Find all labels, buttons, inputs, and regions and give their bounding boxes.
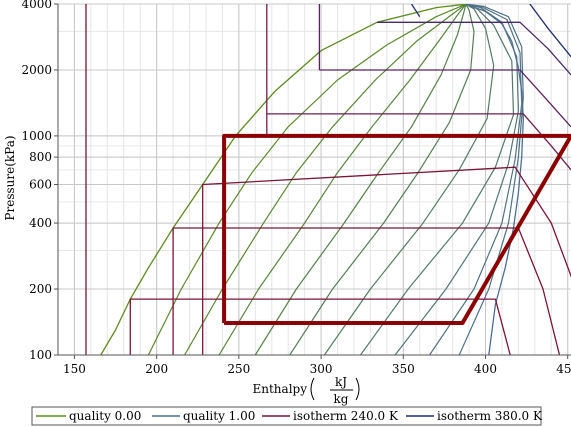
cycle-line (222, 133, 571, 325)
y-tick-label: 4000 (21, 0, 52, 11)
x-tick-label: 400 (474, 362, 497, 376)
svg-text:Pressure(kPa): Pressure(kPa) (3, 135, 17, 220)
quality-line (289, 4, 475, 355)
x-axis-paren-right (355, 377, 360, 401)
y-axis-label: Pressure (3, 167, 17, 221)
saturated-vapor-line (465, 4, 524, 355)
x-axis-title: Enthalpy kJ kg (253, 375, 360, 406)
y-axis-unit: kPa (3, 140, 17, 162)
quality-line (147, 4, 467, 355)
quality-line (323, 4, 495, 355)
isotherm-line (529, 4, 571, 58)
plot-lines (85, 4, 571, 355)
isotherm-line (129, 298, 511, 355)
legend-item-isotherm-240: isotherm 240.0 K (293, 409, 399, 423)
legend-item-quality-1: quality 1.00 (183, 409, 255, 423)
isotherm-line (266, 113, 571, 171)
x-tick-label: 300 (310, 362, 333, 376)
x-axis-label: Enthalpy (253, 382, 308, 396)
quality-line (360, 4, 515, 355)
isotherm-line (319, 69, 571, 128)
y-axis-title: Pressure(kPa) (3, 135, 17, 220)
x-tick-label: 150 (63, 362, 86, 376)
tick-labels: 150 200 250 300 350 400 450 100 200 400 600 800 1000… (21, 0, 571, 376)
x-axis-paren-left (310, 377, 315, 401)
x-tick-label: 450 (556, 362, 571, 376)
x-tick-label: 200 (145, 362, 168, 376)
legend-item-isotherm-380: isotherm 380.0 K (437, 409, 543, 423)
x-tick-label: 250 (227, 362, 250, 376)
legend-item-quality-0: quality 0.00 (69, 409, 141, 423)
isotherm-line (410, 4, 421, 18)
y-tick-label: 400 (29, 216, 52, 230)
quality-line (184, 4, 467, 355)
y-tick-label: 1000 (21, 129, 52, 143)
quality-line (254, 4, 467, 355)
isotherm-line (202, 166, 571, 355)
isotherm-line (377, 21, 571, 76)
x-axis-unit-denominator: kg (334, 392, 349, 406)
quality-line (218, 4, 467, 355)
quality-line (429, 4, 523, 355)
x-tick-label: 350 (392, 362, 415, 376)
y-tick-label: 800 (29, 150, 52, 164)
y-tick-label: 2000 (21, 63, 52, 77)
y-tick-label: 100 (29, 348, 52, 362)
y-tick-label: 600 (29, 178, 52, 192)
saturated-liquid-line (100, 4, 466, 355)
legend: quality 0.00 quality 1.00 isotherm 240.0… (31, 406, 543, 426)
x-axis-unit-numerator: kJ (335, 375, 347, 389)
y-tick-label: 200 (29, 282, 52, 296)
